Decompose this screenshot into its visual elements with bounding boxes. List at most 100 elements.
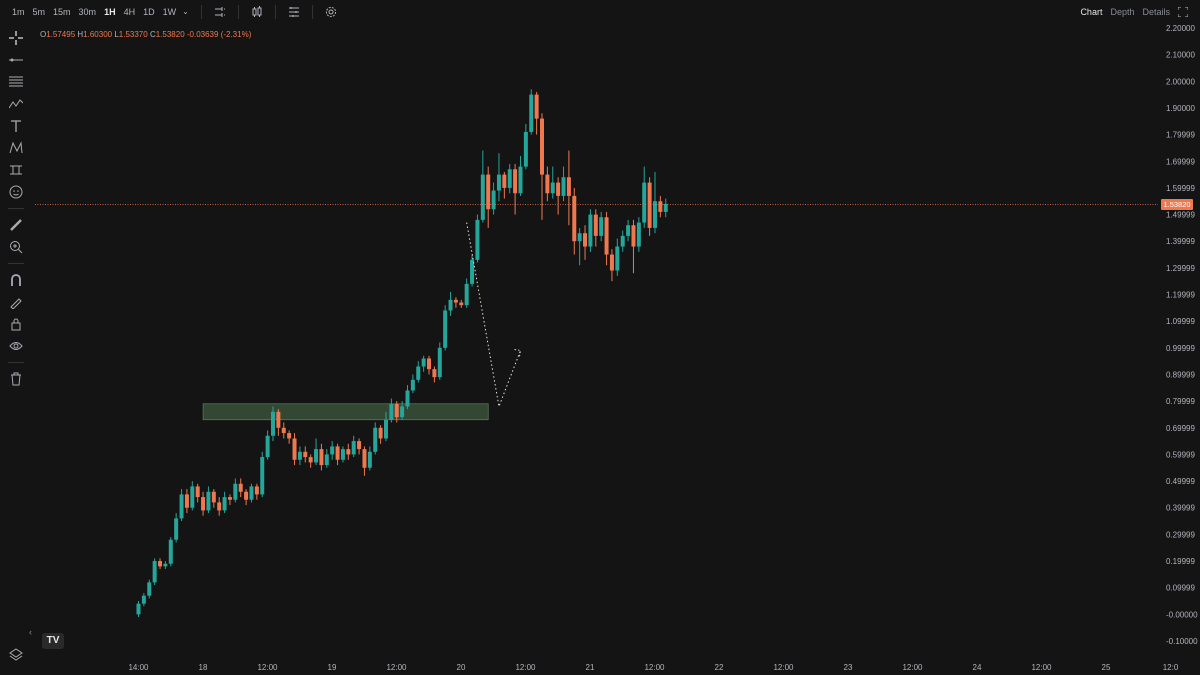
candle-body [303,451,308,458]
trash-icon[interactable] [0,368,32,390]
candle-body [163,563,168,567]
candle [394,401,399,423]
emoji-icon[interactable] [0,181,32,203]
measure-icon[interactable] [0,159,32,181]
timeframe-4h[interactable]: 4H [123,7,136,17]
candle-body [335,446,340,460]
candle-body [190,486,195,508]
candle [383,411,388,442]
candle [324,449,329,468]
candle [254,483,259,500]
candle-body [174,518,179,540]
y-tick-label: 0.49999 [1166,477,1195,486]
candle-body [631,225,636,247]
candle-body [292,438,297,460]
x-tick-label: 18 [199,663,208,672]
candle-body [297,451,302,460]
collapse-arrow-icon[interactable]: ‹ [29,627,32,637]
x-tick-label: 25 [1102,663,1111,672]
crosshair-icon[interactable] [0,27,32,49]
candle [201,491,206,516]
draw-lock-icon[interactable] [0,291,32,313]
y-tick-label: -0.00000 [1166,610,1198,619]
y-tick-label: 0.79999 [1166,397,1195,406]
candle [136,601,141,618]
trend-line-icon[interactable] [0,49,32,71]
x-tick-label: 12:00 [257,663,278,672]
candle [518,155,523,196]
settings-list-icon[interactable] [282,0,306,24]
magnet-icon[interactable] [0,269,32,291]
candle [486,166,491,228]
candle-body [147,582,152,596]
timeframe-5m[interactable]: 5m [32,7,46,17]
candle-body [491,190,496,210]
candle-body [378,427,383,439]
y-tick-label: 2.00000 [1166,77,1195,86]
y-tick-label: 2.20000 [1166,24,1195,33]
timeframe-15m[interactable]: 15m [53,7,71,17]
candle-body [561,177,566,196]
candle-body [513,169,518,194]
candle-body [314,449,319,463]
candle [271,406,275,442]
candle-body [540,118,544,175]
candle-body [636,222,641,247]
timeframe-1w[interactable]: 1W [162,7,177,17]
candle-body [254,486,259,495]
candle-body [319,449,324,466]
tab-chart[interactable]: Chart [1080,7,1103,17]
x-tick-label: 20 [457,663,466,672]
timeframe-1h[interactable]: 1H [104,7,116,17]
gear-icon[interactable] [319,0,343,24]
candle-body [486,174,491,210]
candle-body [383,419,388,439]
y-tick-label: 0.09999 [1166,584,1195,593]
candle-body [470,259,475,284]
candle [211,489,216,508]
candle-body [593,214,598,236]
support-zone[interactable] [202,403,489,421]
text-icon[interactable] [0,115,32,137]
low-label: L [114,30,119,39]
candle [367,446,372,471]
candle-body [367,451,372,468]
candle-type-icon[interactable] [245,0,269,24]
candle-body [136,603,141,615]
candle [421,355,426,372]
candle [534,91,539,135]
timeframe-1m[interactable]: 1m [12,7,25,17]
timeframe-1d[interactable]: 1D [143,7,155,17]
layers-icon[interactable] [0,647,32,661]
candle [604,211,609,266]
zoom-icon[interactable] [0,236,32,258]
y-tick-label: 0.99999 [1166,344,1195,353]
indicators-icon[interactable] [208,0,232,24]
candle [561,166,566,202]
xabcd-icon[interactable] [0,137,32,159]
candle [523,123,528,170]
candle [658,195,663,218]
x-tick-label: 12:00 [773,663,794,672]
candle [513,163,518,215]
projection-path[interactable] [466,222,521,409]
fib-icon[interactable] [0,71,32,93]
chevron-down-icon[interactable]: ⌄ [182,7,189,16]
candle-body [496,174,501,191]
candle [480,150,485,223]
lock-icon[interactable] [0,313,32,335]
candle-body [351,441,356,455]
candle [647,177,652,236]
pattern-icon[interactable] [0,93,32,115]
eye-icon[interactable] [0,335,32,357]
toolbar-divider [8,263,24,264]
x-tick-label: 12:00 [515,663,536,672]
ruler-icon[interactable] [0,214,32,236]
tab-details[interactable]: Details [1142,7,1170,17]
candle [545,166,550,202]
timeframe-30m[interactable]: 30m [78,7,97,17]
tab-depth[interactable]: Depth [1110,7,1135,17]
candle [276,409,281,436]
candle-body [523,131,528,167]
